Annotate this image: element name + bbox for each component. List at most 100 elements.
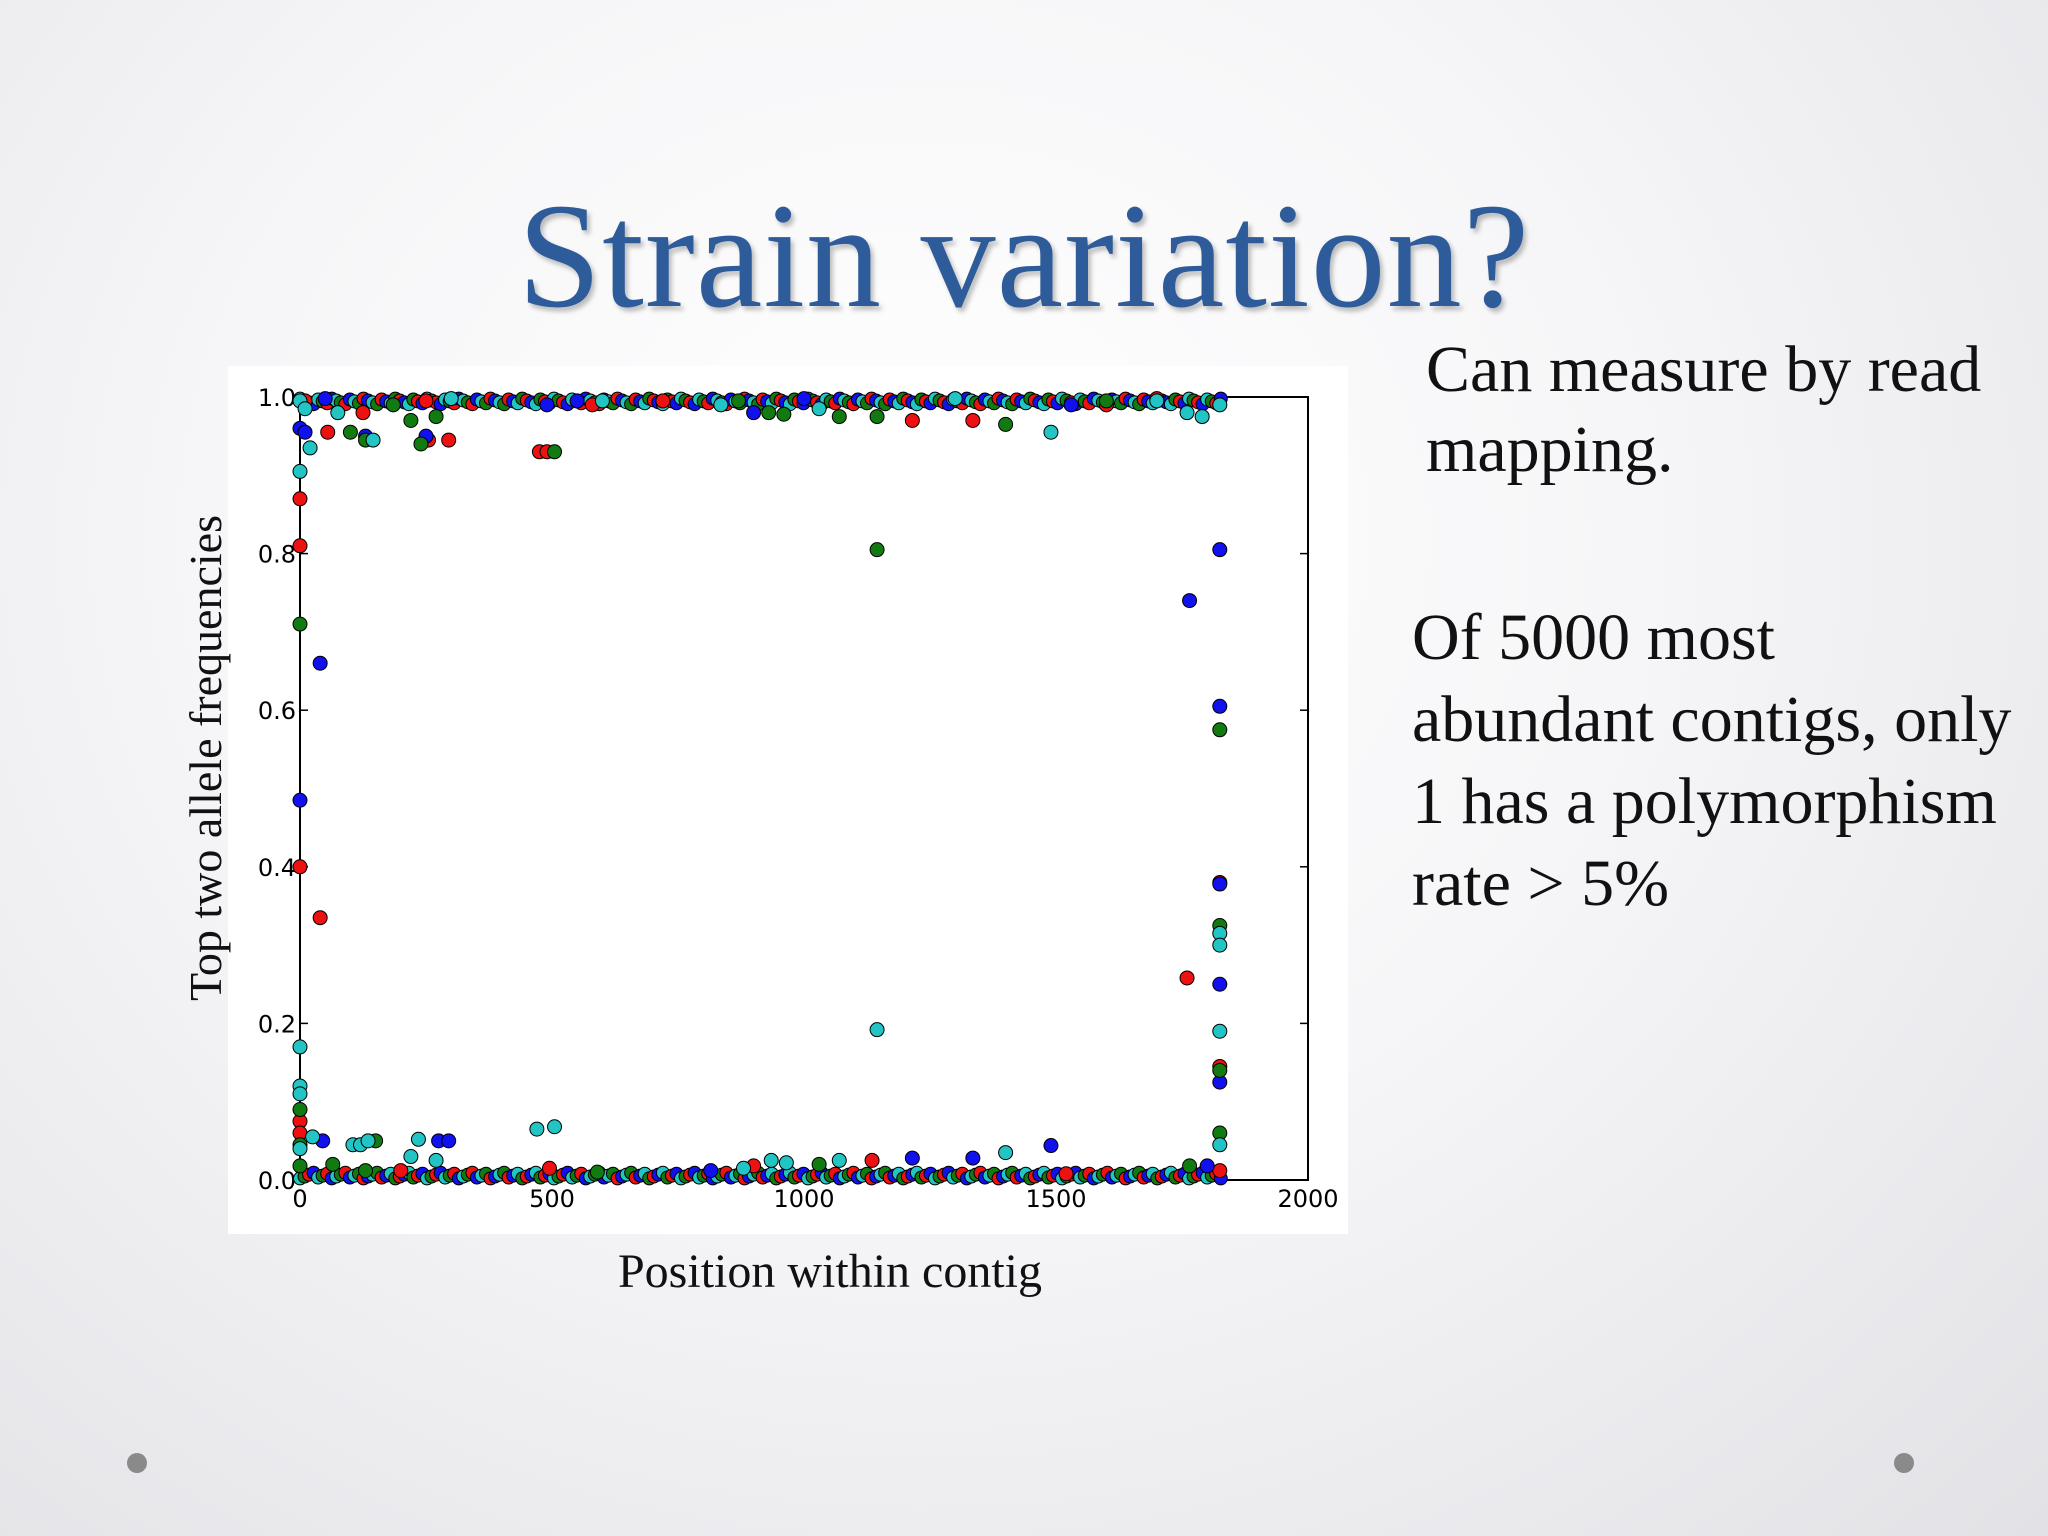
x-tick-label: 500 [529, 1185, 575, 1213]
x-tick-label: 2000 [1277, 1185, 1338, 1213]
side-text-read-mapping: Can measure by read mapping. [1426, 333, 1982, 486]
point-red [393, 1163, 409, 1179]
point-red [1212, 1163, 1228, 1179]
point-red [1058, 1166, 1074, 1182]
y-axis-label: Top two allele frequencies [180, 515, 231, 1001]
point-red [904, 412, 920, 428]
point-red [541, 1160, 557, 1176]
point-green [869, 542, 885, 558]
point-cyan [529, 1121, 545, 1137]
point-red [441, 432, 457, 448]
point-red [320, 424, 336, 440]
point-blue [1063, 397, 1079, 413]
point-blue [1182, 593, 1198, 609]
point-green [1182, 1158, 1198, 1174]
point-green [325, 1156, 341, 1172]
point-cyan [998, 1145, 1014, 1161]
y-tick-label: 0.6 [258, 697, 296, 725]
point-cyan [1043, 424, 1059, 440]
point-blue [317, 391, 333, 407]
scatter-plot: 0 500 1000 1500 2000 0.0 0.2 0.4 0.6 0.8 1.0 [228, 366, 1348, 1234]
point-green [589, 1164, 605, 1180]
point-blue [1212, 698, 1228, 714]
point-cyan [1212, 937, 1228, 953]
point-red [292, 491, 308, 507]
point-red [965, 412, 981, 428]
point-cyan [811, 401, 827, 417]
point-cyan [297, 401, 313, 417]
point-green [292, 1158, 308, 1174]
point-green [547, 444, 563, 460]
point-green [730, 393, 746, 409]
point-cyan [330, 405, 346, 421]
point-green [1212, 722, 1228, 738]
point-red [655, 393, 671, 409]
point-blue [292, 792, 308, 808]
point-cyan [292, 463, 308, 479]
point-green [1098, 393, 1114, 409]
point-blue [703, 1163, 719, 1179]
point-cyan [713, 397, 729, 413]
point-green [428, 409, 444, 425]
point-cyan [302, 440, 318, 456]
x-axis-label: Position within contig [617, 1245, 1043, 1298]
point-cyan [410, 1131, 426, 1147]
point-cyan [594, 393, 610, 409]
point-green [385, 397, 401, 413]
point-cyan [778, 1155, 794, 1171]
point-cyan [763, 1152, 779, 1168]
point-blue [441, 1133, 457, 1149]
point-cyan [305, 1129, 321, 1145]
point-green [998, 416, 1014, 432]
point-cyan [831, 1152, 847, 1168]
point-green [358, 1163, 374, 1179]
slide-title: Strain variation? [517, 173, 1531, 339]
point-cyan [947, 391, 963, 407]
point-red [418, 393, 434, 409]
point-cyan [292, 1141, 308, 1157]
point-cyan [736, 1160, 752, 1176]
point-cyan [1179, 405, 1195, 421]
point-cyan [1149, 393, 1165, 409]
point-cyan [1212, 397, 1228, 413]
point-green [292, 616, 308, 632]
x-tick-label: 0 [292, 1185, 307, 1213]
point-red [355, 405, 371, 421]
point-cyan [1212, 1023, 1228, 1039]
point-cyan [1212, 1137, 1228, 1153]
point-red [312, 910, 328, 926]
y-tick-label: 0.2 [258, 1010, 296, 1038]
point-green [869, 409, 885, 425]
side-text-polymorphism: Of 5000 most abundant contigs, only 1 ha… [1412, 601, 2012, 920]
point-red [292, 859, 308, 875]
y-tick-label: 1.0 [258, 384, 296, 412]
point-green [776, 406, 792, 422]
point-green [1212, 1062, 1228, 1078]
point-cyan [443, 391, 459, 407]
point-blue [1212, 976, 1228, 992]
point-green [292, 1102, 308, 1118]
point-cyan [360, 1133, 376, 1149]
point-blue [297, 424, 313, 440]
point-cyan [869, 1022, 885, 1038]
x-tick-label: 1000 [773, 1185, 834, 1213]
point-blue [539, 397, 555, 413]
y-tick-label: 0.4 [258, 854, 296, 882]
point-blue [1199, 1158, 1215, 1174]
point-green [403, 412, 419, 428]
point-red [1179, 970, 1195, 986]
point-cyan [547, 1119, 563, 1135]
point-cyan [1194, 409, 1210, 425]
point-green [413, 436, 429, 452]
point-blue [904, 1150, 920, 1166]
chart-svg: 0 500 1000 1500 2000 0.0 0.2 0.4 0.6 0.8 1.0 [258, 384, 1339, 1213]
point-cyan [428, 1152, 444, 1168]
point-cyan [292, 1086, 308, 1102]
y-tick-label: 0.0 [258, 1167, 296, 1195]
point-blue [1212, 542, 1228, 558]
point-blue [746, 405, 762, 421]
point-blue [796, 391, 812, 407]
point-green [831, 409, 847, 425]
point-green [761, 405, 777, 421]
bullet-dot-left [127, 1453, 147, 1473]
